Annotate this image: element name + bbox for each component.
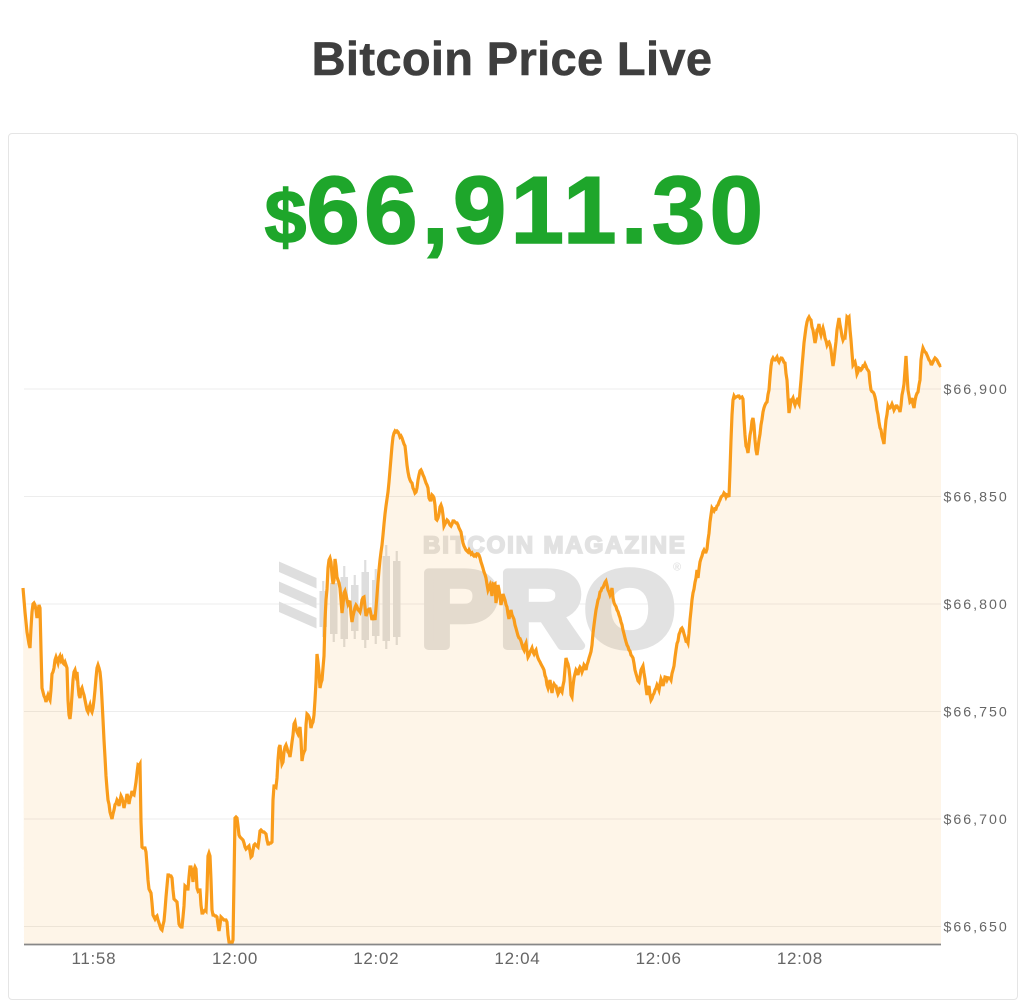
svg-text:$66,750: $66,750 xyxy=(944,705,1009,721)
svg-text:$66,900: $66,900 xyxy=(944,382,1009,398)
svg-text:12:02: 12:02 xyxy=(353,949,399,968)
svg-text:BITCOIN MAGAZINE: BITCOIN MAGAZINE xyxy=(423,532,687,559)
svg-text:$66,850: $66,850 xyxy=(944,490,1009,506)
svg-text:®: ® xyxy=(673,562,681,574)
svg-text:$66,650: $66,650 xyxy=(944,920,1009,936)
svg-text:12:08: 12:08 xyxy=(777,949,823,968)
svg-text:12:04: 12:04 xyxy=(494,949,540,968)
svg-text:$66,700: $66,700 xyxy=(944,812,1009,828)
svg-text:12:06: 12:06 xyxy=(636,949,682,968)
svg-text:12:00: 12:00 xyxy=(212,949,258,968)
svg-text:$66,800: $66,800 xyxy=(944,597,1009,613)
svg-text:PRO: PRO xyxy=(421,551,677,669)
svg-text:11:58: 11:58 xyxy=(71,949,116,968)
